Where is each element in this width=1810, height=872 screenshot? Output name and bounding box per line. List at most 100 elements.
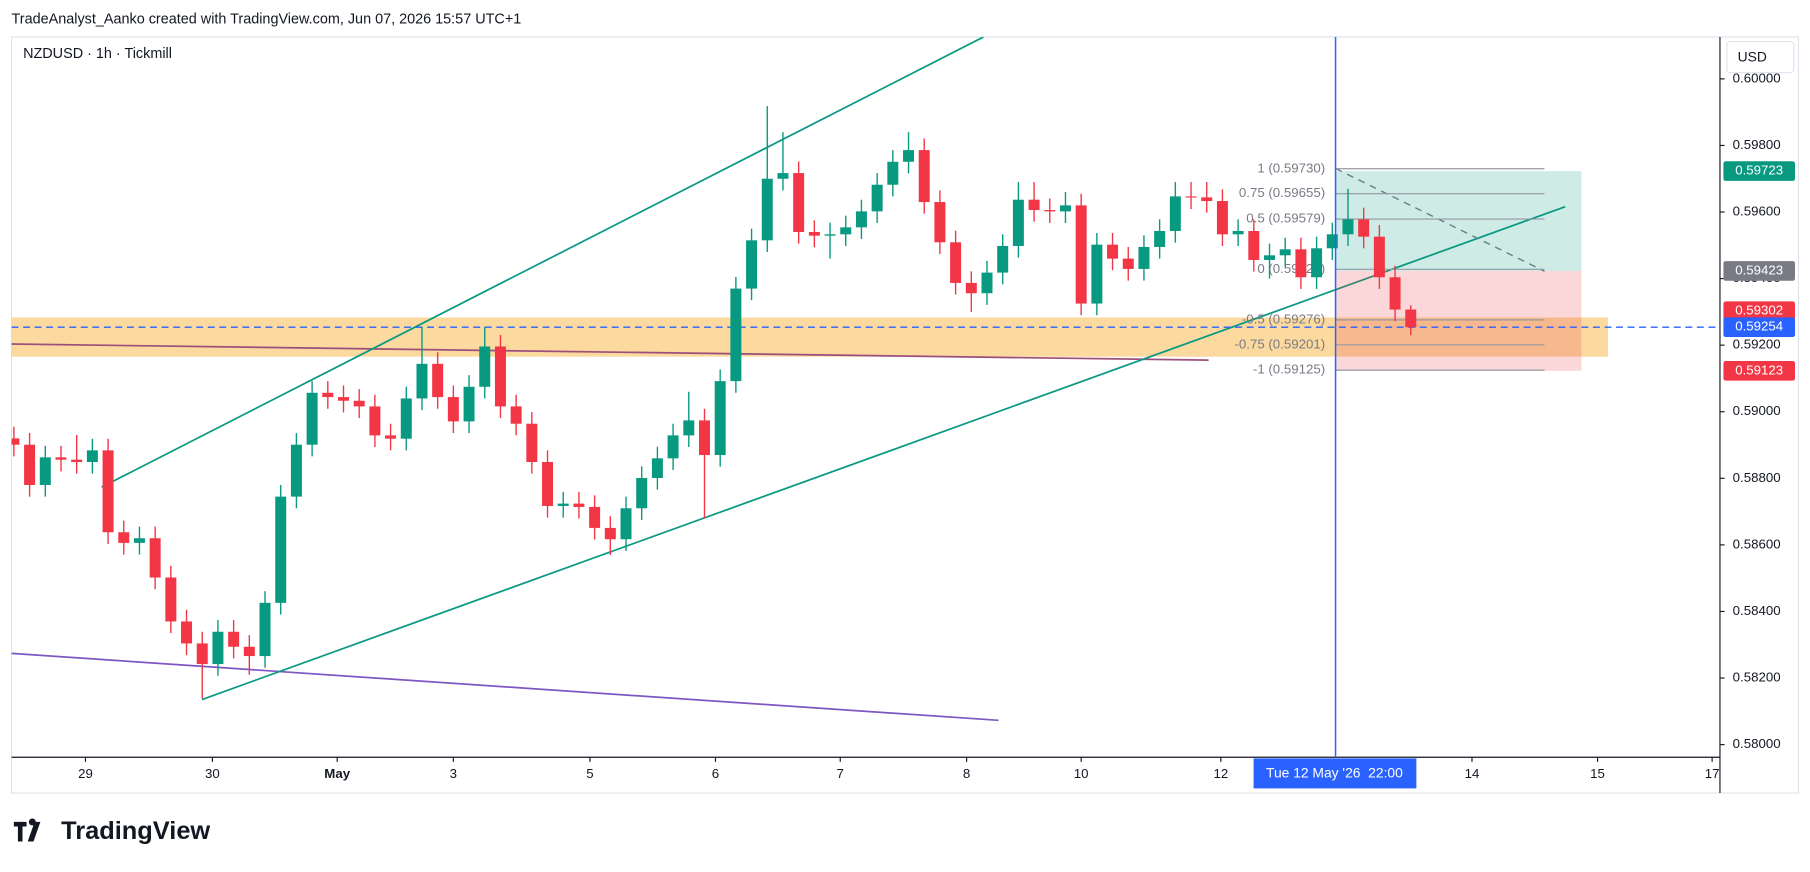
candle-body	[1405, 309, 1417, 328]
candle-body	[243, 646, 255, 657]
candles	[11, 106, 1417, 699]
candle-body	[494, 346, 506, 407]
candle-body	[479, 346, 491, 387]
candle-body	[1295, 249, 1307, 278]
candle-body	[1122, 258, 1134, 269]
candle-body	[1248, 230, 1260, 260]
candle-body	[228, 631, 240, 647]
candle-body	[871, 184, 883, 212]
candle-body	[730, 288, 742, 382]
price-badge-label: 0.59723	[1735, 163, 1783, 178]
candle-body	[149, 538, 161, 578]
candle-body	[1028, 199, 1040, 211]
candle-body	[11, 438, 20, 445]
candle-body	[714, 381, 726, 456]
candle-body	[259, 602, 271, 657]
y-tick-label: 0.59200	[1733, 337, 1781, 352]
credit: TradeAnalyst_Aanko created with TradingV…	[12, 11, 522, 27]
x-tick-label: 30	[205, 766, 220, 781]
candle-body	[416, 363, 428, 399]
candle-body	[1311, 248, 1323, 278]
x-tick-label: 5	[586, 766, 593, 781]
candle-body	[840, 227, 852, 235]
candle-body	[542, 462, 554, 506]
x-tick-label: 17	[1705, 766, 1720, 781]
candle-body	[1169, 196, 1181, 231]
channel-upper	[101, 36, 984, 488]
candle-body	[573, 503, 585, 507]
candle-body	[1012, 199, 1024, 246]
y-tick-label: 0.60000	[1733, 70, 1781, 85]
price-badge-label: 0.59423	[1735, 262, 1783, 277]
x-tick-label: 8	[963, 766, 970, 781]
currency-label[interactable]: USD	[1738, 48, 1767, 64]
y-tick-label: 0.58200	[1733, 670, 1781, 685]
candle-body	[887, 161, 899, 185]
projection-line	[1335, 167, 1545, 272]
candle-body	[1389, 277, 1401, 310]
candle-body	[1059, 205, 1071, 212]
logo: TradingView	[13, 817, 210, 845]
candle-body	[934, 202, 946, 243]
price-badge	[1723, 161, 1795, 181]
candle-body	[761, 178, 773, 241]
candle-body	[275, 496, 287, 603]
symbol-title: NZDUSD · 1h · Tickmill	[23, 46, 172, 62]
candle-body	[997, 245, 1009, 273]
candle-body	[1201, 197, 1213, 202]
y-tick-label: 0.58000	[1733, 736, 1781, 751]
candle-body	[746, 240, 758, 289]
y-tick-label: 0.58400	[1733, 603, 1781, 618]
candle-body	[1232, 230, 1244, 235]
price-badge	[1723, 360, 1795, 381]
candle-body	[133, 538, 145, 543]
channel-lower	[201, 205, 1566, 701]
x-tick-label: 7	[837, 766, 844, 781]
currency-button[interactable]	[1726, 40, 1795, 74]
candle-body	[212, 631, 224, 665]
candle-body	[306, 392, 318, 445]
candle-body	[1185, 196, 1197, 198]
candle-body	[71, 459, 83, 463]
support-zone	[11, 317, 1608, 357]
x-tick-label: 12	[1213, 766, 1228, 781]
axis-layer: 0.58000 0.58200 0.58400 0.58600 0.58800 0.590…	[78, 70, 1795, 781]
candle-body	[196, 643, 208, 665]
candle-body	[39, 457, 51, 485]
candle-body	[636, 477, 648, 509]
candle-body	[432, 363, 444, 398]
candle-body	[1107, 244, 1119, 259]
x-tick-label: 3	[450, 766, 457, 781]
candle-body	[1075, 205, 1087, 304]
price-badge-label: 0.59254	[1735, 319, 1783, 334]
candle-body	[1091, 244, 1103, 304]
resistance-line	[11, 343, 1209, 362]
candle-body	[1358, 219, 1370, 237]
fib-label: -0.5 (0.59276)	[1242, 311, 1325, 326]
drawings: 1 (0.59730) 0.75 (0.59655) 0.5 (0.59579) 0 …	[11, 36, 1720, 722]
candle-body	[793, 173, 805, 232]
candle-body	[385, 435, 397, 439]
candle-body	[698, 420, 710, 456]
fib-label: 0 (0.59428)	[1257, 261, 1325, 276]
candle-body	[400, 398, 412, 439]
profit-zone	[1335, 171, 1582, 271]
candle-body	[447, 397, 459, 422]
x-tick-label: 15	[1590, 766, 1605, 781]
y-tick-label: 0.59000	[1733, 403, 1781, 418]
candle-body	[369, 406, 381, 436]
candle-body	[510, 406, 522, 424]
fib-label: -0.75 (0.59201)	[1234, 336, 1325, 351]
fib-label: 0.75 (0.59655)	[1239, 185, 1325, 200]
fib-label: 0.5 (0.59579)	[1246, 211, 1325, 226]
candle-body	[1373, 236, 1385, 278]
x-tick-label: 10	[1074, 766, 1089, 781]
candle-body	[965, 282, 977, 294]
candle-body	[981, 272, 993, 294]
candle-body	[683, 420, 695, 436]
fib-label: 1 (0.59730)	[1257, 160, 1325, 175]
candle-body	[86, 450, 98, 463]
candle-body	[918, 150, 930, 203]
candle-body	[557, 503, 569, 506]
x-tick-label: 14	[1465, 766, 1480, 781]
